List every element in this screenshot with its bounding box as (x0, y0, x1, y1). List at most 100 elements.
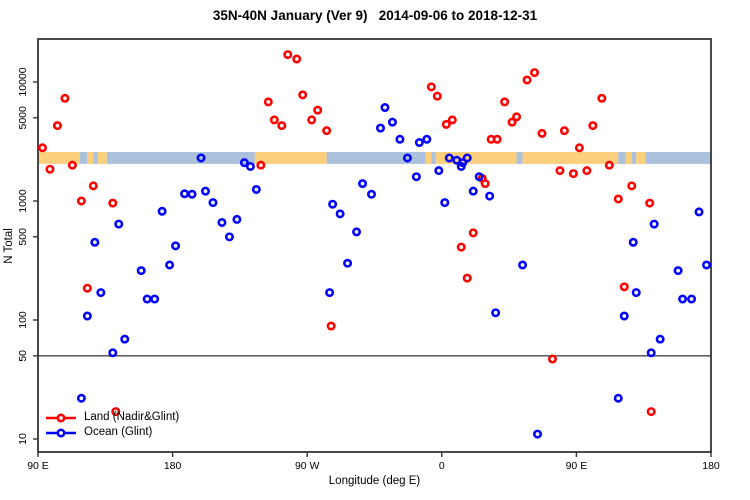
data-point (108, 198, 118, 208)
data-point (76, 196, 86, 206)
land-ocean-band-segment (435, 152, 517, 164)
data-point (171, 241, 181, 251)
data-point (82, 283, 92, 293)
data-point (492, 134, 502, 144)
data-point (447, 115, 457, 125)
data-point (120, 334, 130, 344)
data-point (52, 121, 62, 131)
data-point (533, 429, 543, 439)
land-ocean-band-segment (93, 152, 98, 164)
land-ocean-band-segment (87, 152, 94, 164)
data-point (530, 68, 540, 78)
data-point (328, 199, 338, 209)
y-tick-label: 100 (17, 311, 29, 329)
land-ocean-band-segment (618, 152, 626, 164)
y-tick-label: 50 (17, 350, 29, 362)
page-title: 35N-40N January (Ver 9) 2014-09-06 to 20… (212, 8, 538, 23)
data-point (426, 82, 436, 92)
x-tick-label: 90 W (295, 460, 320, 472)
data-point (352, 227, 362, 237)
y-tick-label: 1000 (17, 189, 29, 213)
data-point (283, 50, 293, 60)
data-point (619, 282, 629, 292)
land-series-marker-icon (46, 412, 76, 423)
data-point (277, 121, 287, 131)
x-tick-label: 90 E (566, 460, 588, 472)
data-point (157, 206, 167, 216)
data-point (402, 153, 412, 163)
land-ocean-band-segment (636, 152, 646, 164)
legend-label-ocean: Ocean (Glint) (84, 426, 153, 438)
data-point (111, 407, 121, 417)
data-point (395, 134, 405, 144)
data-point (375, 123, 385, 133)
data-point (150, 294, 160, 304)
legend: Land (Nadir&Glint) Ocean (Glint) (44, 410, 179, 440)
x-tick-label: 90 E (27, 460, 49, 472)
data-point (45, 164, 55, 174)
data-point (313, 105, 323, 115)
data-point (441, 119, 451, 129)
data-point (335, 209, 345, 219)
data-point (343, 258, 353, 268)
data-point (512, 112, 522, 122)
data-point (597, 93, 607, 103)
x-tick-label: 180 (164, 460, 182, 472)
y-tick-label: 10 (17, 433, 29, 445)
data-point (326, 321, 336, 331)
data-points (37, 50, 712, 439)
data-point (619, 311, 629, 321)
data-point (687, 294, 697, 304)
data-point (678, 294, 688, 304)
data-point (136, 266, 146, 276)
land-ocean-band-segment (326, 152, 426, 164)
land-ocean-band-segment (431, 152, 436, 164)
ocean-series-marker-icon (46, 427, 76, 438)
data-point (217, 217, 227, 227)
data-point (462, 153, 472, 163)
data-point (387, 117, 397, 127)
land-ocean-band-segment (97, 152, 107, 164)
data-point (522, 75, 532, 85)
data-point (694, 207, 704, 217)
data-point (187, 189, 197, 199)
legend-item-land: Land (Nadir&Glint) (44, 410, 179, 425)
data-point (208, 198, 218, 208)
data-point (224, 232, 234, 242)
data-point (574, 143, 584, 153)
data-point (588, 121, 598, 131)
data-point (196, 153, 206, 163)
data-point (201, 186, 211, 196)
data-point (568, 169, 578, 179)
data-point (537, 128, 547, 138)
data-point (96, 288, 106, 298)
land-ocean-band-segment (79, 152, 88, 164)
data-point (604, 160, 614, 170)
land-ocean-band-segment (106, 152, 255, 164)
data-point (456, 242, 466, 252)
data-point (263, 97, 273, 107)
land-ocean-band-segment (522, 152, 619, 164)
data-point (613, 194, 623, 204)
data-point (239, 158, 249, 168)
data-point (90, 237, 100, 247)
data-point (613, 393, 623, 403)
data-point (480, 179, 490, 189)
data-point (82, 311, 92, 321)
data-point (434, 166, 444, 176)
data-point (485, 191, 495, 201)
data-point (232, 214, 242, 224)
data-point (468, 186, 478, 196)
legend-label-land: Land (Nadir&Glint) (84, 411, 180, 423)
legend-item-ocean: Ocean (Glint) (44, 425, 179, 440)
data-point (67, 160, 77, 170)
data-point (468, 228, 478, 238)
data-point (414, 138, 424, 148)
data-point (555, 166, 565, 176)
data-point (456, 161, 466, 171)
data-point (518, 260, 528, 270)
y-axis-label: N Total (3, 228, 15, 264)
data-point (444, 153, 454, 163)
data-point (627, 181, 637, 191)
